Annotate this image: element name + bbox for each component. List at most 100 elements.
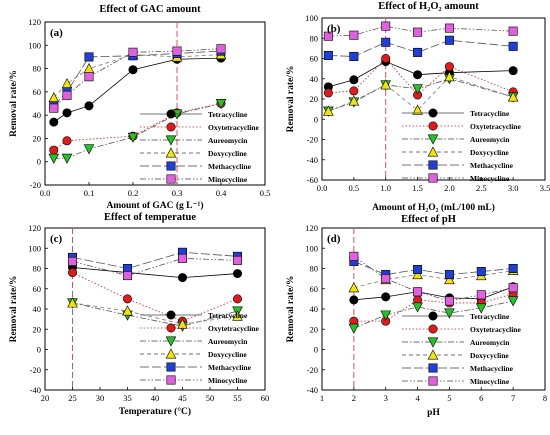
data-point — [507, 296, 519, 307]
series-doxycycline — [348, 264, 519, 293]
x-tick-label: 0.4 — [216, 188, 227, 198]
series-line — [353, 256, 514, 302]
data-point — [123, 271, 133, 281]
data-point — [507, 91, 519, 102]
data-point — [348, 282, 360, 293]
x-tick-label: 40 — [151, 393, 160, 403]
legend-marker — [165, 348, 177, 359]
series-tetracycline — [68, 262, 243, 283]
data-point — [349, 30, 359, 40]
series-aureomycin — [348, 296, 519, 334]
chart-title: Effect of GAC amount — [99, 4, 201, 15]
data-point — [381, 21, 391, 31]
series-methacycline — [349, 256, 518, 280]
data-point — [475, 303, 487, 314]
data-point — [215, 99, 227, 110]
y-tick-label: 20 — [310, 94, 319, 104]
data-point — [508, 283, 518, 293]
legend-label: Aureomycin — [208, 136, 248, 145]
legend-label: Doxycycline — [470, 148, 509, 157]
series-line — [353, 286, 514, 301]
legend-marker — [166, 109, 176, 119]
y-axis-label: Removal rate/% — [286, 276, 296, 343]
data-point — [323, 31, 333, 41]
data-point — [233, 294, 243, 304]
data-point — [62, 90, 72, 100]
data-point — [381, 274, 391, 284]
series-doxycycline — [323, 71, 519, 116]
y-tick-label: -40 — [307, 155, 318, 165]
x-tick-label: 50 — [206, 393, 215, 403]
y-tick-label: 80 — [33, 64, 42, 74]
data-point — [349, 295, 359, 305]
legend-label: Oxytetracycline — [208, 324, 259, 333]
legend-label: Aureomycin — [470, 338, 510, 347]
legend-marker — [428, 108, 438, 118]
data-point — [508, 66, 518, 76]
series-tetracycline — [49, 53, 226, 127]
legend-marker — [166, 310, 176, 320]
x-tick-label: 2 — [352, 393, 356, 403]
x-tick-label: 0.1 — [84, 188, 95, 198]
series-line — [72, 302, 238, 327]
data-point — [413, 47, 423, 57]
y-tick-label: 100 — [28, 243, 41, 253]
series-line — [72, 257, 238, 277]
legend-label: Aureomycin — [470, 135, 510, 144]
data-point — [62, 136, 72, 146]
legend-marker — [428, 324, 438, 334]
data-point — [413, 27, 423, 37]
data-point — [508, 263, 518, 273]
series-methacycline — [68, 247, 243, 273]
data-point — [323, 88, 333, 98]
x-tick-label: 8 — [543, 393, 547, 403]
data-point — [444, 308, 455, 319]
y-tick-label: -20 — [307, 135, 318, 145]
data-point — [128, 65, 138, 75]
legend-label: Aureomycin — [208, 337, 248, 346]
data-point — [216, 44, 226, 54]
panel-d: 1 2 3 4 5 6 7 8 -40 -20 0 20 40 60 80 100 120 Tetracyclin… — [286, 214, 547, 418]
x-axis-label: Temperature (°C) — [119, 406, 191, 417]
legend-marker — [166, 174, 176, 184]
y-tick-label: 60 — [310, 54, 319, 64]
data-point — [412, 268, 423, 280]
x-tick-label: 2.5 — [476, 183, 487, 193]
legend-marker — [427, 134, 439, 145]
legend-label: Minocycline — [208, 376, 248, 385]
legend-label: Tetracycline — [470, 109, 510, 118]
data-point — [68, 256, 78, 266]
panel-a: 0.0 0.1 0.2 0.3 0.4 0.5 -20 0 20 40 60 80 100 120 Tetr… — [9, 4, 270, 211]
legend: Tetracycline Oxytetracycline Aureomycin Dox… — [140, 310, 259, 385]
legend-marker — [428, 311, 438, 321]
y-tick-label: 60 — [310, 284, 319, 294]
data-point — [444, 71, 455, 82]
y-tick-label: 40 — [310, 304, 319, 314]
y-tick-label: 100 — [305, 243, 318, 253]
data-point — [381, 53, 391, 63]
series-oxytetracycline — [49, 99, 226, 155]
series-line — [328, 76, 514, 112]
y-tick-label: 40 — [33, 110, 42, 120]
panel-label: (b) — [327, 23, 341, 35]
x-tick-label: 7 — [511, 393, 515, 403]
y-tick-label: 0 — [37, 345, 41, 355]
data-point — [444, 23, 454, 33]
x-axis-label: pH — [427, 408, 440, 418]
x-tick-label: 1 — [320, 393, 324, 403]
data-point — [123, 294, 133, 304]
series-line — [53, 103, 222, 159]
legend-label: Methacycline — [208, 363, 252, 372]
data-point — [349, 51, 359, 61]
panel-label: (a) — [50, 27, 63, 39]
data-point — [233, 269, 243, 279]
data-point — [444, 270, 454, 280]
legend-marker — [165, 336, 177, 347]
x-tick-label: 5 — [447, 393, 451, 403]
data-point — [412, 84, 423, 95]
legend-label: Minocycline — [208, 175, 248, 184]
legend-marker — [166, 362, 176, 372]
series-line — [72, 267, 238, 279]
legend-label: Minocycline — [470, 377, 510, 386]
